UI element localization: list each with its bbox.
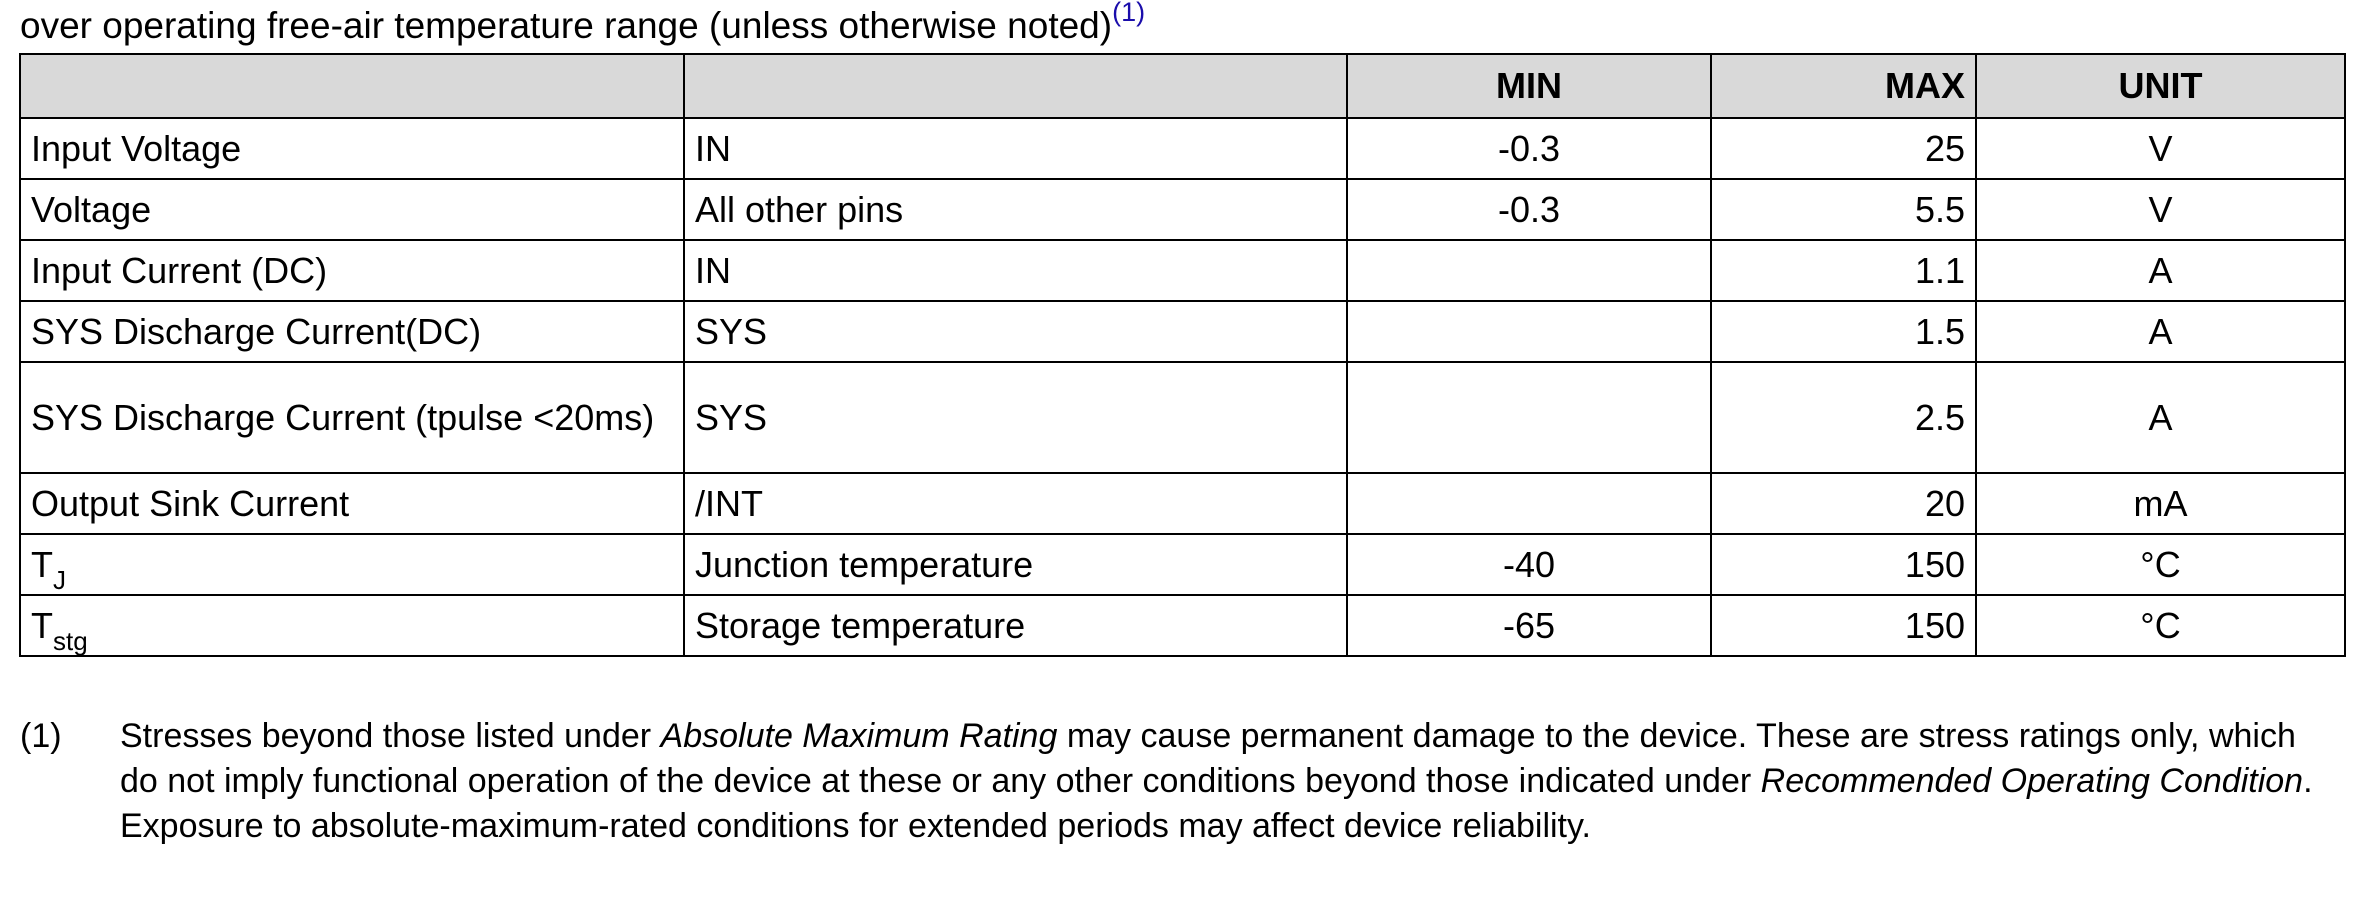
unit-cell: °C xyxy=(1975,594,2346,657)
parameter-cell: SYS Discharge Current (tpulse <20ms) xyxy=(19,361,685,474)
min-cell xyxy=(1346,361,1712,474)
header-parameter xyxy=(19,53,685,119)
table-row: Input Current (DC) IN 1.1 A xyxy=(19,239,2346,302)
table-row: TJ Junction temperature -40 150 °C xyxy=(19,533,2346,596)
parameter-cell: TJ xyxy=(19,533,685,596)
min-cell xyxy=(1346,239,1712,302)
max-cell: 20 xyxy=(1710,472,1977,535)
unit-cell: A xyxy=(1975,300,2346,363)
table-header-row: MIN MAX UNIT xyxy=(19,53,2346,119)
header-condition xyxy=(683,53,1348,119)
footnote-text-part: Stresses beyond those listed under xyxy=(120,717,661,755)
parameter-cell: SYS Discharge Current(DC) xyxy=(19,300,685,363)
condition-cell: Storage temperature xyxy=(683,594,1348,657)
header-max: MAX xyxy=(1710,53,1977,119)
unit-cell: mA xyxy=(1975,472,2346,535)
parameter-cell: Output Sink Current xyxy=(19,472,685,535)
unit-cell: V xyxy=(1975,117,2346,180)
footnote-emphasis-absolute-maximum-rating: Absolute Maximum Rating xyxy=(660,717,1058,755)
condition-cell: IN xyxy=(683,117,1348,180)
max-cell: 1.5 xyxy=(1710,300,1977,363)
unit-cell: V xyxy=(1975,178,2346,241)
condition-cell: Junction temperature xyxy=(683,533,1348,596)
table-row: SYS Discharge Current (tpulse <20ms) SYS… xyxy=(19,361,2346,474)
unit-cell: A xyxy=(1975,361,2346,474)
parameter-name: Output Sink Current xyxy=(31,482,350,524)
parameter-name: Input Voltage xyxy=(31,127,242,169)
max-cell: 150 xyxy=(1710,594,1977,657)
unit-cell: °C xyxy=(1975,533,2346,596)
min-cell xyxy=(1346,300,1712,363)
parameter-cell: Voltage xyxy=(19,178,685,241)
max-cell: 2.5 xyxy=(1710,361,1977,474)
table-row: Voltage All other pins -0.3 5.5 V xyxy=(19,178,2346,241)
table-row: SYS Discharge Current(DC) SYS 1.5 A xyxy=(19,300,2346,363)
condition-cell: All other pins xyxy=(683,178,1348,241)
footnote: (1) Stresses beyond those listed under A… xyxy=(20,714,2340,849)
footnote-text: Stresses beyond those listed under Absol… xyxy=(120,714,2340,849)
parameter-name: SYS Discharge Current (tpulse <20ms) xyxy=(31,396,655,438)
table-row: Tstg Storage temperature -65 150 °C xyxy=(19,594,2346,657)
header-min: MIN xyxy=(1346,53,1712,119)
min-cell: -65 xyxy=(1346,594,1712,657)
parameter-name: Voltage xyxy=(31,188,152,230)
table-row: Output Sink Current /INT 20 mA xyxy=(19,472,2346,535)
absolute-maximum-ratings-table: MIN MAX UNIT Input Voltage IN -0.3 25 V … xyxy=(19,53,2346,657)
table-row: Input Voltage IN -0.3 25 V xyxy=(19,117,2346,180)
condition-cell: IN xyxy=(683,239,1348,302)
parameter-subscript: J xyxy=(53,564,66,595)
max-cell: 25 xyxy=(1710,117,1977,180)
footnote-text-part: may cause permanent damage to the device… xyxy=(120,717,2296,800)
parameter-cell: Input Voltage xyxy=(19,117,685,180)
min-cell: -40 xyxy=(1346,533,1712,596)
unit-cell: A xyxy=(1975,239,2346,302)
condition-cell: SYS xyxy=(683,300,1348,363)
footnote-mark: (1) xyxy=(20,717,62,755)
parameter-subscript: stg xyxy=(53,625,88,656)
max-cell: 5.5 xyxy=(1710,178,1977,241)
min-cell: -0.3 xyxy=(1346,117,1712,180)
max-cell: 150 xyxy=(1710,533,1977,596)
parameter-name: SYS Discharge Current(DC) xyxy=(31,310,482,352)
max-cell: 1.1 xyxy=(1710,239,1977,302)
min-cell xyxy=(1346,472,1712,535)
table-caption: over operating free-air temperature rang… xyxy=(20,0,1145,52)
parameter-name: Input Current (DC) xyxy=(31,249,328,291)
footnote-reference-link[interactable]: (1) xyxy=(1112,0,1146,27)
condition-cell: SYS xyxy=(683,361,1348,474)
footnote-text-part: . Exposure to absolute-maximum-rated con… xyxy=(120,762,2313,845)
parameter-cell: Input Current (DC) xyxy=(19,239,685,302)
min-cell: -0.3 xyxy=(1346,178,1712,241)
parameter-name: T xyxy=(31,604,53,646)
header-unit: UNIT xyxy=(1975,53,2346,119)
footnote-emphasis-recommended-operating-condition: Recommended Operating Condition xyxy=(1760,762,2304,800)
condition-cell: /INT xyxy=(683,472,1348,535)
parameter-name: T xyxy=(31,543,53,585)
caption-text: over operating free-air temperature rang… xyxy=(20,5,1113,46)
parameter-cell: Tstg xyxy=(19,594,685,657)
